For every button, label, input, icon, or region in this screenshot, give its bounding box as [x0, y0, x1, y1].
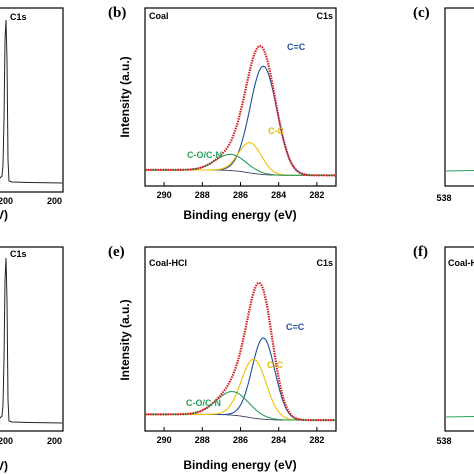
- panel-a-tick-2: 200: [47, 196, 62, 206]
- panel-e-region: C1s: [316, 258, 333, 268]
- panel-a-spectrum: [0, 19, 63, 184]
- panel-e-label-cc-double: C=C: [286, 322, 305, 332]
- panel-d-frame: [0, 246, 64, 432]
- panel-e-tick-label-4: 282: [309, 435, 324, 445]
- panel-b-xlabel: Binding energy (eV): [183, 208, 296, 222]
- panel-d-label: C1s: [10, 249, 27, 259]
- panel-a-label: C1s: [10, 12, 27, 22]
- panel-f-sample: Coal-H: [448, 258, 474, 268]
- panel-b-frame: [144, 7, 337, 187]
- panel-b-plot: [145, 44, 336, 177]
- panel-e-label-co-cn: C-O/C-N: [186, 398, 221, 408]
- panel-f-letter: (f): [413, 244, 428, 260]
- panel-b-sample: Coal: [149, 11, 169, 21]
- panel-b-tick-label-1: 288: [195, 190, 210, 200]
- panel-e-tick-label-0: 290: [157, 435, 172, 445]
- panel-b-component-2: [145, 153, 336, 176]
- panel-a-frame: [0, 7, 64, 193]
- panel-b-xticks: 290 288 286 284 282: [157, 182, 324, 200]
- panel-f-tick: 538: [436, 436, 451, 446]
- panel-b-envelope: [145, 44, 336, 177]
- panel-b-tick-label-3: 284: [271, 190, 286, 200]
- panel-b-region: C1s: [316, 11, 333, 21]
- panel-e-plot: [145, 281, 336, 422]
- panel-d-xlabel: V): [0, 459, 8, 473]
- panel-e-envelope: [145, 281, 336, 422]
- panel-e-tick-label-3: 284: [271, 435, 286, 445]
- panel-d-tick-1: 200: [0, 436, 13, 446]
- panel-f: (f) Coal-H 538: [413, 244, 474, 446]
- panel-b-label-cc-double: C=C: [287, 42, 306, 52]
- panel-b-tick-label-4: 282: [309, 190, 324, 200]
- panel-b: (b) Coal C1s C=C C-C C-O/C-N 290 288 286 28…: [108, 5, 337, 222]
- panel-a-xlabel: V): [0, 208, 8, 222]
- panel-e-tick-label-2: 286: [233, 435, 248, 445]
- panel-c-spectrum: [445, 170, 474, 172]
- panel-a: C1s 200 200 V): [0, 7, 64, 222]
- panel-b-ylabel: Intensity (a.u.): [118, 56, 132, 137]
- panel-e-sample: Coal-HCl: [149, 258, 187, 268]
- panel-f-frame: [444, 246, 474, 432]
- panel-e-frame: [144, 246, 337, 432]
- panel-b-label-cc-single: C-C: [268, 126, 284, 136]
- panel-b-component-0: [145, 65, 336, 176]
- panel-b-tick-label-2: 286: [233, 190, 248, 200]
- panel-e-xlabel: Binding energy (eV): [183, 458, 296, 472]
- panel-e-tick-label-1: 288: [195, 435, 210, 445]
- panel-c-tick: 538: [436, 193, 451, 203]
- panel-c-frame: [444, 7, 474, 187]
- panel-e-xticks: 290 288 286 284 282: [157, 427, 324, 445]
- panel-e-ylabel: Intensity (a.u.): [118, 299, 132, 380]
- panel-e-component-1: [145, 358, 336, 421]
- panel-e-label-cc-single: C-C: [267, 360, 283, 370]
- panel-f-spectrum: [445, 416, 474, 418]
- panel-c: (c) 538: [413, 5, 474, 203]
- panel-d-tick-2: 200: [47, 436, 62, 446]
- panel-e: (e) Coal-HCl C1s C=C C-C C-O/C-N 290 288 2…: [108, 244, 337, 472]
- panel-d-spectrum: [0, 257, 63, 424]
- panel-d: C1s 200 200 V): [0, 246, 64, 473]
- panel-e-letter: (e): [108, 244, 125, 260]
- panel-b-label-co-cn: C-O/C-N: [187, 150, 222, 160]
- panel-e-component-2: [145, 391, 336, 421]
- panel-b-tick-label-0: 290: [157, 190, 172, 200]
- panel-c-letter: (c): [413, 5, 430, 21]
- panel-a-tick-1: 200: [0, 196, 13, 206]
- panel-b-letter: (b): [108, 5, 126, 21]
